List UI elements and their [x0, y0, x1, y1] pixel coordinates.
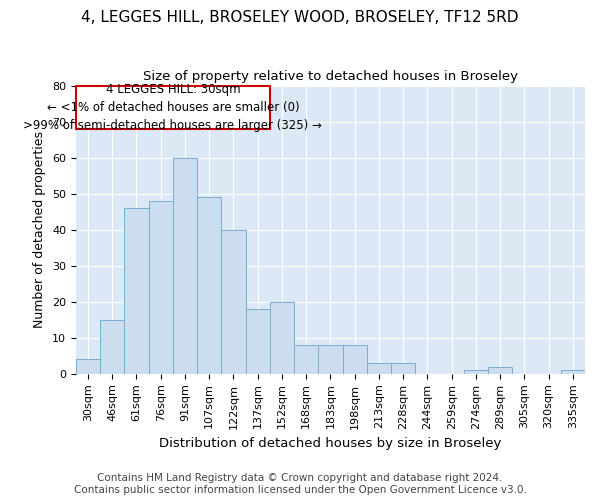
Bar — [367, 363, 391, 374]
Bar — [561, 370, 585, 374]
Bar — [294, 345, 319, 374]
Text: 4 LEGGES HILL: 30sqm
← <1% of detached houses are smaller (0)
>99% of semi-detac: 4 LEGGES HILL: 30sqm ← <1% of detached h… — [23, 82, 322, 132]
Y-axis label: Number of detached properties: Number of detached properties — [34, 131, 46, 328]
Bar — [197, 198, 221, 374]
Bar — [173, 158, 197, 374]
X-axis label: Distribution of detached houses by size in Broseley: Distribution of detached houses by size … — [159, 437, 502, 450]
Bar — [270, 302, 294, 374]
Bar — [343, 345, 367, 374]
Bar — [124, 208, 149, 374]
Bar — [464, 370, 488, 374]
FancyBboxPatch shape — [76, 86, 270, 129]
Bar — [391, 363, 415, 374]
Text: 4, LEGGES HILL, BROSELEY WOOD, BROSELEY, TF12 5RD: 4, LEGGES HILL, BROSELEY WOOD, BROSELEY,… — [81, 10, 519, 25]
Bar — [221, 230, 245, 374]
Text: Contains HM Land Registry data © Crown copyright and database right 2024.
Contai: Contains HM Land Registry data © Crown c… — [74, 474, 526, 495]
Bar — [319, 345, 343, 374]
Title: Size of property relative to detached houses in Broseley: Size of property relative to detached ho… — [143, 70, 518, 83]
Bar — [100, 320, 124, 374]
Bar — [488, 366, 512, 374]
Bar — [76, 360, 100, 374]
Bar — [245, 309, 270, 374]
Bar — [149, 201, 173, 374]
